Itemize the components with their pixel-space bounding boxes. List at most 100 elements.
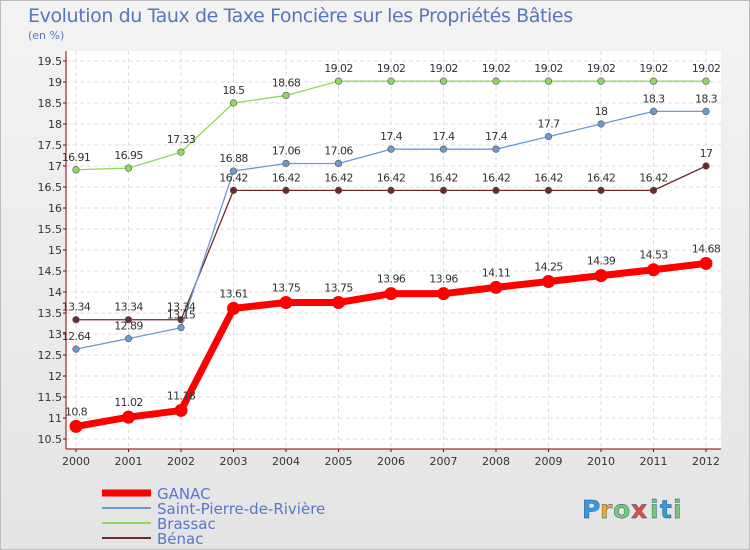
data-label-benac: 17	[700, 147, 713, 160]
data-point-brassac	[597, 77, 605, 85]
chart-title: Evolution du Taux de Taxe Foncière sur l…	[28, 5, 573, 27]
data-point-saint-pierre-de-riviere	[492, 145, 500, 153]
x-tick-label: 2008	[482, 455, 510, 468]
data-label-brassac: 19.02	[534, 62, 563, 75]
data-point-ganac	[227, 301, 240, 315]
data-point-ganac	[647, 263, 660, 277]
unit-label: (en %)	[28, 29, 65, 42]
data-label-saint-pierre-de-riviere: 17.06	[272, 144, 301, 157]
y-tick-label: 17.5	[38, 139, 63, 152]
data-label-brassac: 19.02	[429, 62, 458, 75]
data-point-brassac	[72, 166, 80, 174]
data-point-benac	[544, 186, 553, 194]
data-label-benac: 16.42	[219, 171, 248, 184]
data-label-saint-pierre-de-riviere: 13.15	[167, 309, 196, 322]
data-point-benac	[282, 186, 290, 194]
data-point-brassac	[124, 164, 133, 172]
data-point-ganac	[437, 287, 450, 301]
data-label-brassac: 16.95	[114, 149, 143, 162]
data-label-ganac: 14.11	[482, 266, 511, 279]
data-label-brassac: 18.5	[222, 84, 245, 97]
y-tick-label: 19.5	[38, 55, 63, 68]
y-tick-label: 14	[48, 286, 62, 299]
logo-letter: r	[600, 495, 613, 524]
logo-letter: t	[660, 495, 672, 524]
data-point-ganac	[122, 410, 135, 424]
data-label-ganac: 14.25	[534, 261, 563, 274]
logo-letter: i	[650, 495, 659, 524]
data-point-ganac	[594, 269, 608, 283]
x-tick-label: 2004	[272, 455, 300, 468]
data-point-saint-pierre-de-riviere	[544, 133, 553, 141]
data-label-saint-pierre-de-riviere: 18	[595, 105, 608, 118]
data-label-brassac: 19.02	[639, 62, 668, 75]
data-point-benac	[334, 186, 343, 194]
data-point-benac	[702, 162, 710, 170]
y-tick-label: 15.5	[38, 223, 63, 236]
logo-letter: i	[673, 495, 682, 524]
y-tick-label: 11.5	[38, 391, 63, 404]
y-tick-label: 18	[48, 118, 62, 131]
data-point-ganac	[699, 256, 713, 270]
data-label-saint-pierre-de-riviere: 17.4	[432, 130, 455, 143]
y-tick-label: 19	[48, 76, 62, 89]
data-label-benac: 13.34	[62, 301, 91, 314]
data-point-brassac	[492, 77, 500, 85]
data-point-ganac	[542, 275, 555, 288]
data-point-saint-pierre-de-riviere	[177, 324, 185, 332]
data-label-ganac: 13.75	[272, 282, 301, 295]
x-tick-label: 2006	[377, 455, 405, 468]
data-label-benac: 16.42	[482, 171, 511, 184]
x-tick-label: 2002	[167, 455, 195, 468]
y-tick-label: 16.5	[38, 181, 63, 194]
data-point-ganac	[279, 296, 293, 309]
data-label-saint-pierre-de-riviere: 17.4	[485, 130, 508, 143]
y-tick-label: 13.5	[38, 307, 63, 320]
data-point-ganac	[69, 419, 83, 433]
y-tick-label: 12	[48, 370, 62, 383]
data-label-ganac: 11.02	[114, 396, 143, 409]
logo-letter: P	[582, 495, 600, 524]
data-label-benac: 13.34	[167, 301, 196, 314]
data-label-ganac: 10.8	[65, 405, 88, 418]
data-point-saint-pierre-de-riviere	[439, 145, 448, 153]
data-point-ganac	[489, 280, 503, 294]
data-point-ganac	[174, 403, 188, 417]
data-point-brassac	[334, 77, 343, 85]
legend-label-benac: Bénac	[157, 530, 203, 548]
data-label-ganac: 11.18	[167, 389, 196, 402]
data-point-benac	[124, 316, 133, 324]
x-tick-label: 2001	[115, 455, 143, 468]
data-point-brassac	[177, 148, 185, 156]
data-point-saint-pierre-de-riviere	[649, 107, 658, 115]
x-tick-label: 2012	[692, 455, 720, 468]
y-tick-label: 17	[48, 160, 62, 173]
data-point-saint-pierre-de-riviere	[702, 107, 710, 115]
x-tick-label: 2003	[220, 455, 248, 468]
x-tick-label: 2011	[640, 455, 668, 468]
data-label-ganac: 13.96	[377, 273, 406, 286]
legend-label-brassac: Brassac	[157, 515, 216, 533]
data-point-brassac	[544, 77, 553, 85]
data-label-ganac: 13.96	[429, 273, 458, 286]
data-label-saint-pierre-de-riviere: 17.4	[380, 130, 403, 143]
legend-label-ganac: GANAC	[157, 485, 211, 503]
y-tick-label: 13	[48, 328, 62, 341]
data-point-brassac	[649, 77, 658, 85]
x-tick-label: 2007	[430, 455, 458, 468]
data-point-saint-pierre-de-riviere	[229, 167, 238, 175]
data-label-brassac: 19.02	[692, 62, 721, 75]
data-label-brassac: 18.68	[272, 76, 301, 89]
y-tick-label: 12.5	[38, 349, 63, 362]
data-label-brassac: 19.02	[587, 62, 616, 75]
data-label-brassac: 19.02	[324, 62, 353, 75]
data-label-benac: 16.42	[429, 171, 458, 184]
data-point-benac	[597, 186, 605, 194]
data-point-saint-pierre-de-riviere	[124, 335, 133, 343]
y-tick-label: 18.5	[38, 97, 63, 110]
data-label-saint-pierre-de-riviere: 17.7	[537, 118, 560, 131]
data-label-benac: 16.42	[534, 171, 563, 184]
data-point-brassac	[702, 77, 710, 85]
